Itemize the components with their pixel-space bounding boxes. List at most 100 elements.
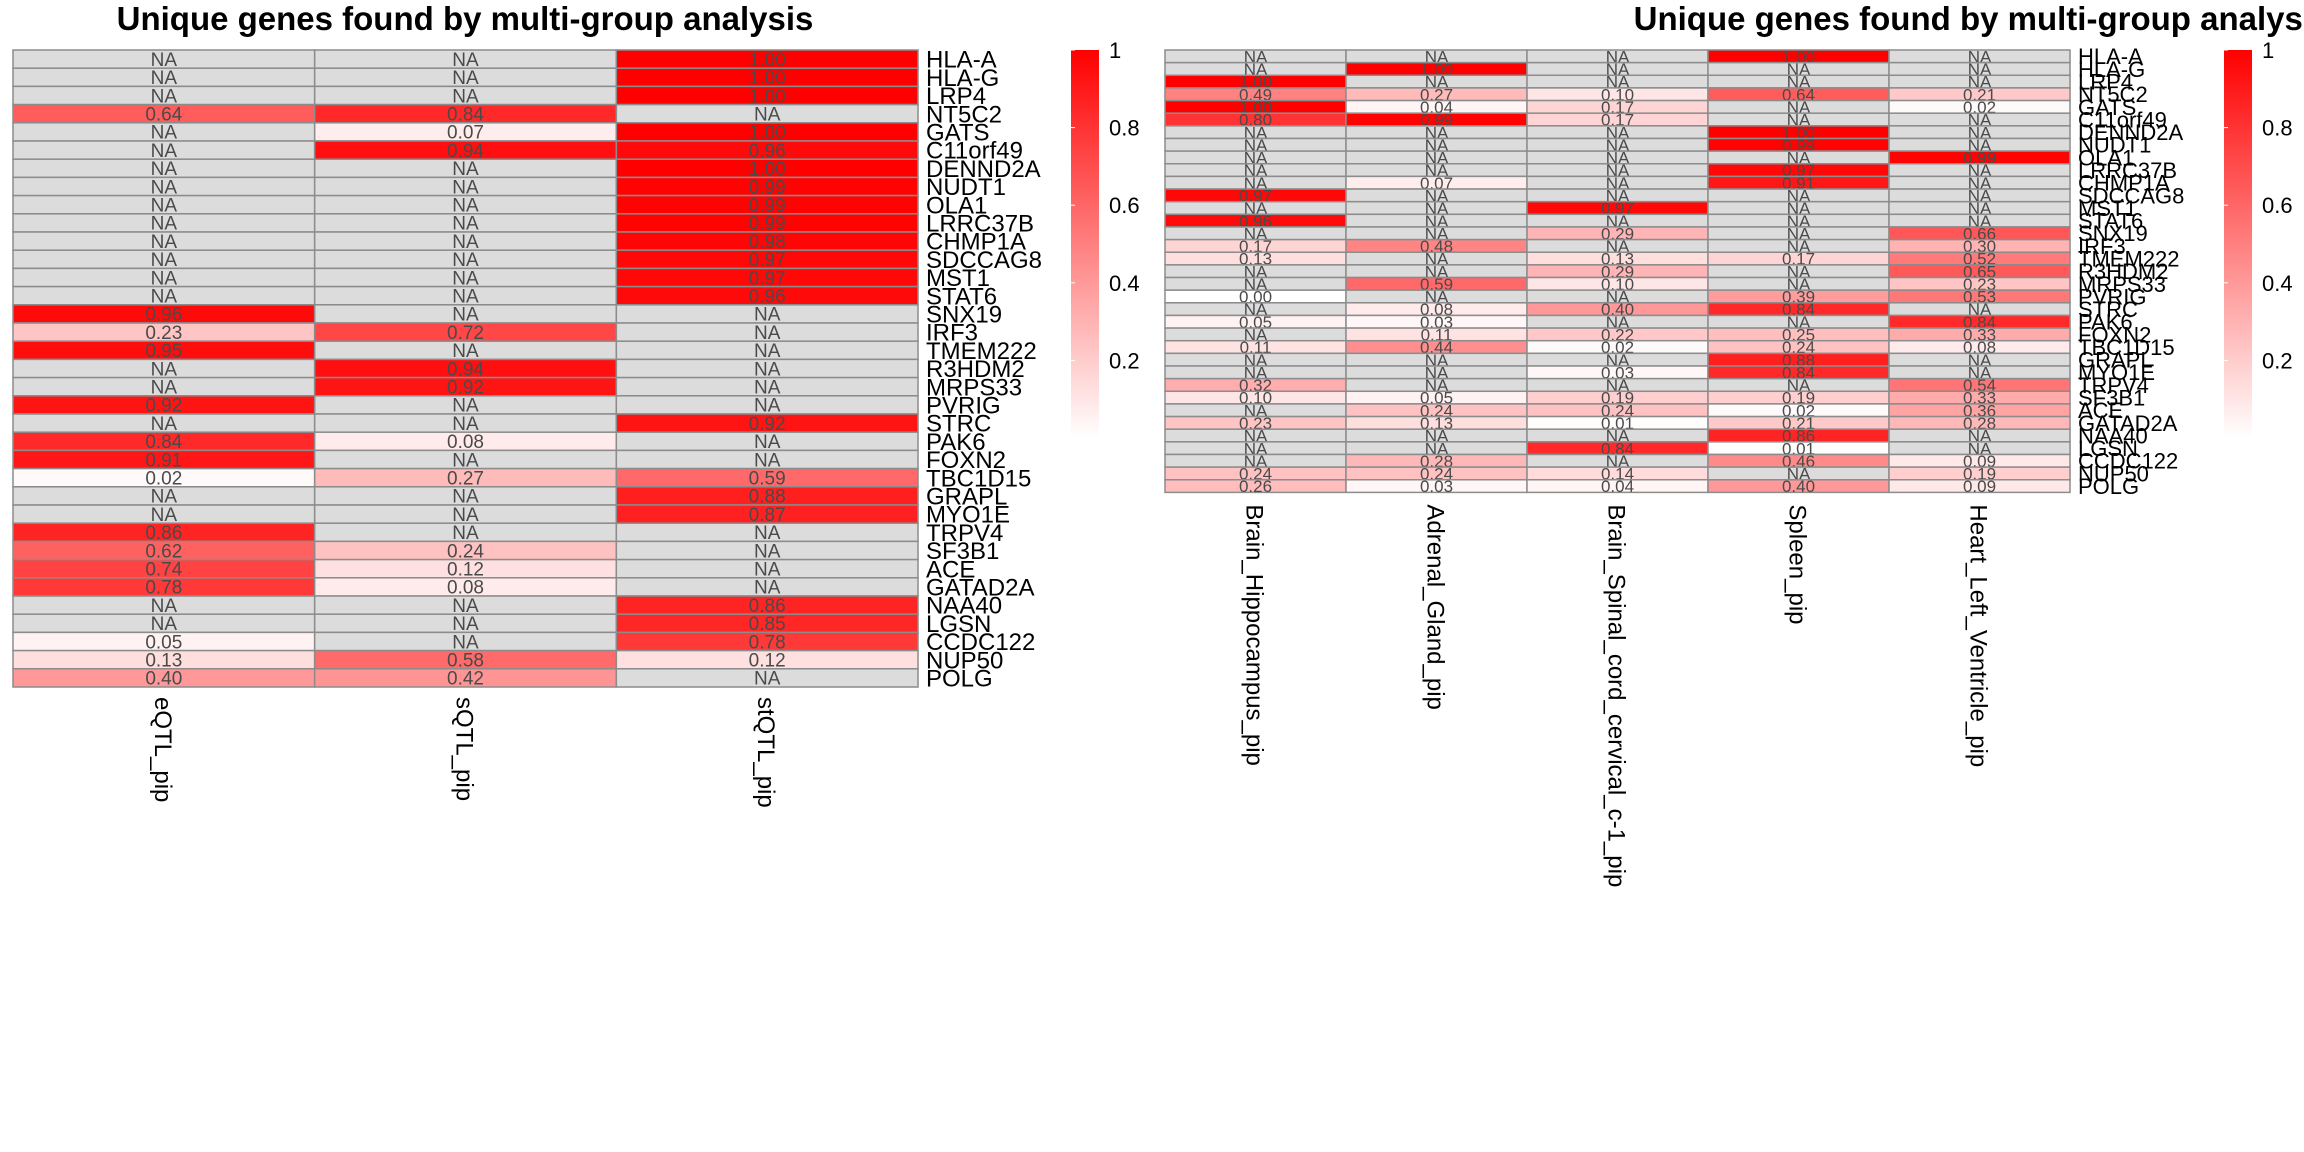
row-label: FOXN2: [926, 447, 1006, 474]
cell-value-label: NA: [452, 632, 479, 653]
cell-value-label: NA: [1425, 186, 1449, 205]
cell-value-label: 0.88: [1782, 351, 1815, 370]
cell-value-label: NA: [1244, 224, 1268, 243]
cell-value-label: NA: [1244, 401, 1268, 420]
column-label: Brain_Spinal_cord_cervical_c-1_pip: [1603, 504, 1630, 887]
cell-value-label: 0.97: [1782, 161, 1815, 180]
cell-value-label: 0.23: [1239, 414, 1272, 433]
cell-value-label: 0.72: [447, 323, 484, 344]
row-label: HLA-G: [926, 65, 999, 92]
cell-value-label: 0.40: [145, 669, 182, 690]
cell-value-label: 0.27: [1420, 85, 1453, 104]
legend-tick-label: 0.4: [1109, 271, 1140, 296]
cell-value-label: NA: [1606, 452, 1630, 471]
cell-value-label: NA: [1968, 427, 1992, 446]
cell-value-label: NA: [1968, 351, 1992, 370]
cell-value-label: NA: [1787, 73, 1811, 92]
cell-value-label: NA: [1968, 300, 1992, 319]
cell-value-label: NA: [1606, 174, 1630, 193]
cell-value-label: 0.44: [1420, 338, 1453, 357]
cell-value-label: 0.03: [1420, 477, 1453, 496]
cell-value-label: NA: [1787, 376, 1811, 395]
row-label: MRPS33: [926, 374, 1022, 401]
cell-value-label: 0.08: [447, 432, 484, 453]
cell-value-label: NA: [1425, 136, 1449, 155]
cell-value-label: NA: [151, 196, 178, 217]
row-label: FOXN2: [2078, 322, 2151, 347]
cell-value-label: 0.07: [447, 123, 484, 144]
cell-value-label: 0.99: [1782, 136, 1815, 155]
cell-value-label: 0.19: [1601, 389, 1634, 408]
cell-value-label: 0.97: [749, 268, 786, 289]
cell-value-label: 0.10: [1601, 275, 1634, 294]
cell-value-label: 0.84: [1963, 313, 1996, 332]
cell-value-label: 0.23: [145, 323, 182, 344]
cell-value-label: NA: [1968, 186, 1992, 205]
row-label: LGSN: [2078, 436, 2138, 461]
cell-value-label: NA: [1787, 149, 1811, 168]
row-label: OLA1: [2078, 145, 2134, 170]
row-label: MYO1E: [926, 502, 1010, 529]
row-label: SF3B1: [2078, 386, 2145, 411]
row-label: GRAPL: [2078, 348, 2153, 373]
cell-value-label: 1.00: [749, 68, 786, 89]
cell-value-label: NA: [151, 378, 178, 399]
cell-value-label: 0.95: [145, 341, 182, 362]
cell-value-label: NA: [452, 268, 479, 289]
cell-value-label: 0.26: [1239, 477, 1272, 496]
cell-value-label: NA: [1606, 186, 1630, 205]
cell-value-label: NA: [754, 432, 781, 453]
cell-value-label: NA: [1244, 47, 1268, 66]
cell-value-label: NA: [1244, 439, 1268, 458]
cell-value-label: 0.24: [447, 541, 484, 562]
row-label: CHMP1A: [2078, 171, 2170, 196]
cell-value-label: NA: [1606, 161, 1630, 180]
cell-value-label: 0.99: [749, 214, 786, 235]
cell-value-label: 0.40: [1782, 477, 1815, 496]
legend-tick-label: 0.2: [1109, 348, 1140, 373]
cell-value-label: 1.00: [749, 50, 786, 71]
row-label: HLA-G: [2078, 57, 2145, 82]
cell-value-label: NA: [151, 123, 178, 144]
row-label: SF3B1: [926, 538, 999, 565]
row-label: C11orf49: [926, 138, 1023, 165]
cell-value-label: 0.96: [749, 141, 786, 162]
legend-tick-label: 1: [1109, 38, 1121, 63]
cell-value-label: 0.64: [145, 105, 182, 126]
cell-value-label: NA: [151, 141, 178, 162]
row-label: ACE: [926, 556, 975, 583]
cell-value-label: 0.99: [1963, 149, 1996, 168]
row-label: MST1: [2078, 196, 2137, 221]
cell-value-label: 0.84: [447, 105, 484, 126]
cell-value-label: 0.96: [1239, 212, 1272, 231]
cell-value-label: 0.02: [1782, 401, 1815, 420]
row-label: LRRC37B: [926, 211, 1034, 238]
row-label: MYO1E: [2078, 360, 2155, 385]
cell-value-label: 0.02: [1601, 338, 1634, 357]
cell-value-label: 0.19: [1782, 389, 1815, 408]
cell-value-label: 0.49: [1239, 85, 1272, 104]
cell-value-label: 0.46: [1782, 452, 1815, 471]
cell-value-label: NA: [1425, 73, 1449, 92]
cell-value-label: 0.80: [1239, 111, 1272, 130]
heatmap-cell: [1888, 479, 2071, 494]
cell-value-label: NA: [1787, 262, 1811, 281]
cell-value-label: NA: [452, 68, 479, 89]
cell-value-label: NA: [1968, 111, 1992, 130]
legend-colorbar: [1071, 50, 1099, 438]
cell-value-label: NA: [1606, 73, 1630, 92]
row-label: STRC: [2078, 297, 2138, 322]
legend-tick-label: 0.6: [1109, 193, 1140, 218]
cell-value-label: 0.17: [1239, 237, 1272, 256]
cell-value-label: 0.40: [1601, 300, 1634, 319]
cell-value-label: NA: [151, 159, 178, 180]
row-label: IRF3: [2078, 234, 2126, 259]
cell-value-label: NA: [1968, 136, 1992, 155]
cell-value-label: NA: [1787, 275, 1811, 294]
column-label: Spleen_pip: [1784, 504, 1811, 624]
cell-value-label: 0.64: [1782, 85, 1815, 104]
cell-value-label: NA: [1244, 149, 1268, 168]
cell-value-label: NA: [1425, 123, 1449, 142]
cell-value-label: 0.32: [1239, 376, 1272, 395]
cell-value-label: 0.74: [145, 560, 182, 581]
